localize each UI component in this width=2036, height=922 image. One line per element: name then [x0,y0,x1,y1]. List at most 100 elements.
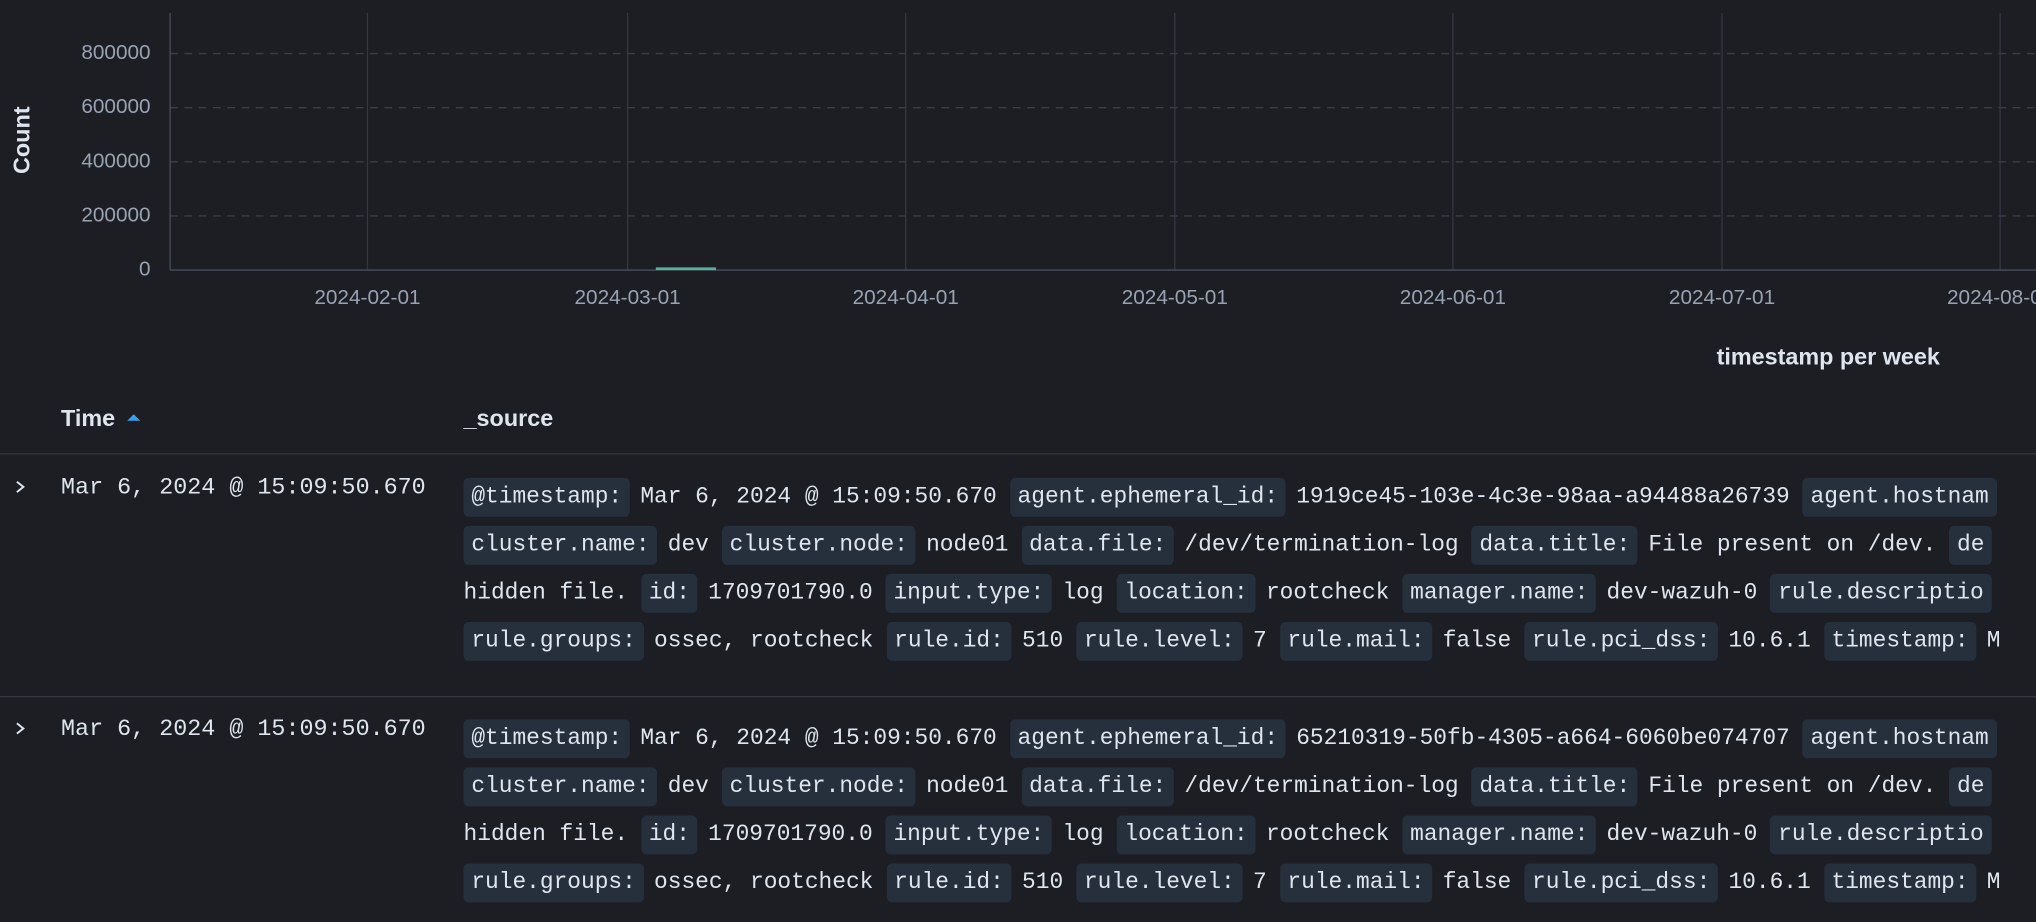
field-value: Mar 6, 2024 @ 15:09:50.670 [640,483,997,510]
row-time: Mar 6, 2024 @ 15:09:50.670 [61,475,426,502]
field-key: id: [641,814,698,854]
field-key: rule.id: [886,862,1012,902]
field-value: log [1062,821,1104,848]
field-key: location: [1116,814,1256,854]
x-axis-label: timestamp per week [1717,344,1941,370]
field-value: M [1986,869,2001,896]
y-axis-label: Count [9,106,35,174]
field-key: rule.id: [886,621,1012,661]
field-key: de [1949,766,1993,806]
y-tick-label: 400000 [81,149,150,172]
field-key: rule.pci_dss: [1524,621,1719,661]
field-key: agent.ephemeral_id: [1009,477,1286,517]
row-source: @timestamp: Mar 6, 2024 @ 15:09:50.670 age… [463,714,2036,906]
x-tick-label: 2024-02-01 [314,286,420,309]
field-value: 1709701790.0 [708,579,873,606]
field-value: /dev/termination-log [1184,773,1459,800]
field-value: 10.6.1 [1728,627,1811,654]
field-value: File present on /dev. [1648,531,1937,558]
field-key: input.type: [885,814,1053,854]
field-key: rule.groups: [463,621,644,661]
field-key: rule.level: [1076,621,1243,661]
source-line: cluster.name: dev cluster.node: node01 data.… [463,521,2036,569]
field-key: location: [1116,573,1256,613]
field-key: agent.ephemeral_id: [1009,718,1286,758]
y-tick-label: 0 [139,258,151,281]
field-key: cluster.node: [721,766,916,806]
field-key: rule.descriptio [1770,573,1992,613]
field-key: @timestamp: [463,718,630,758]
field-key: rule.mail: [1279,862,1433,902]
sort-ascending-icon[interactable] [125,410,143,423]
row-source: @timestamp: Mar 6, 2024 @ 15:09:50.670 age… [463,473,2036,665]
field-key: cluster.node: [721,525,916,565]
x-tick-label: 2024-03-01 [574,286,680,309]
field-key: manager.name: [1402,573,1597,613]
column-header: _source [463,405,554,432]
x-tick-label: 2024-08-01 [1947,286,2036,309]
field-key: timestamp: [1823,621,1977,661]
source-line: hidden file. id: 1709701790.0 input.type: lo… [464,569,2036,617]
column-header[interactable]: Time [61,405,116,432]
source-line: hidden file. id: 1709701790.0 input.type: lo… [464,810,2036,858]
field-value: false [1442,627,1512,654]
field-value: 65210319-50fb-4305-a664-6060be074707 [1296,725,1790,752]
field-key: agent.hostnam [1802,477,1997,517]
field-key: rule.groups: [463,862,644,902]
field-value: hidden file. [463,821,629,848]
field-value: dev [667,773,709,800]
expand-toggle[interactable] [13,480,26,493]
histogram: Count timestamp per week 0 200000 400000 60… [9,12,2036,370]
field-key: rule.mail: [1279,621,1433,661]
source-line: @timestamp: Mar 6, 2024 @ 15:09:50.670 age… [463,473,2036,521]
field-key: id: [641,573,698,613]
field-key: data.title: [1471,525,1638,565]
x-tick-label: 2024-06-01 [1400,286,1506,309]
row-divider [0,695,2036,698]
header-divider [0,453,2036,455]
field-value: ossec, rootcheck [654,627,874,654]
expand-toggle[interactable] [13,722,26,735]
field-key: rule.pci_dss: [1524,862,1719,902]
x-tick-label: 2024-05-01 [1122,286,1228,309]
field-value: 1709701790.0 [708,821,873,848]
field-key: rule.level: [1076,862,1243,902]
field-key: data.file: [1021,766,1175,806]
field-value: Mar 6, 2024 @ 15:09:50.670 [640,725,997,752]
y-tick-label: 600000 [81,95,150,118]
field-value: 7 [1252,627,1267,654]
field-value: 10.6.1 [1728,869,1811,896]
field-value: node01 [926,531,1009,558]
field-value: rootcheck [1265,579,1390,606]
field-value: false [1442,869,1512,896]
field-key: data.file: [1021,525,1175,565]
field-value: log [1062,579,1104,606]
field-key: input.type: [885,573,1053,613]
bar [655,267,717,271]
source-line: rule.groups: ossec, rootcheck rule.id: 510 r… [463,858,2036,906]
field-value: dev-wazuh-0 [1606,821,1758,848]
field-value: dev-wazuh-0 [1606,579,1758,606]
source-line: cluster.name: dev cluster.node: node01 data.… [463,762,2036,810]
field-key: cluster.name: [463,525,658,565]
field-value: rootcheck [1265,821,1390,848]
x-tick-label: 2024-04-01 [853,286,959,309]
x-tick-label: 2024-07-01 [1669,286,1775,309]
field-value: node01 [926,773,1009,800]
field-value: /dev/termination-log [1184,531,1459,558]
source-line: @timestamp: Mar 6, 2024 @ 15:09:50.670 age… [463,714,2036,762]
source-line: rule.groups: ossec, rootcheck rule.id: 510 r… [463,617,2036,665]
field-value: ossec, rootcheck [654,869,874,896]
field-key: @timestamp: [463,477,630,517]
field-value: 510 [1022,627,1064,654]
field-value: 7 [1252,869,1267,896]
y-tick-label: 800000 [81,41,150,64]
field-key: de [1949,525,1993,565]
field-key: data.title: [1471,766,1638,806]
row-time: Mar 6, 2024 @ 15:09:50.670 [61,716,426,743]
field-value: dev [667,531,709,558]
field-value: 510 [1022,869,1064,896]
field-value: hidden file. [463,579,629,606]
field-key: rule.descriptio [1770,814,1992,854]
